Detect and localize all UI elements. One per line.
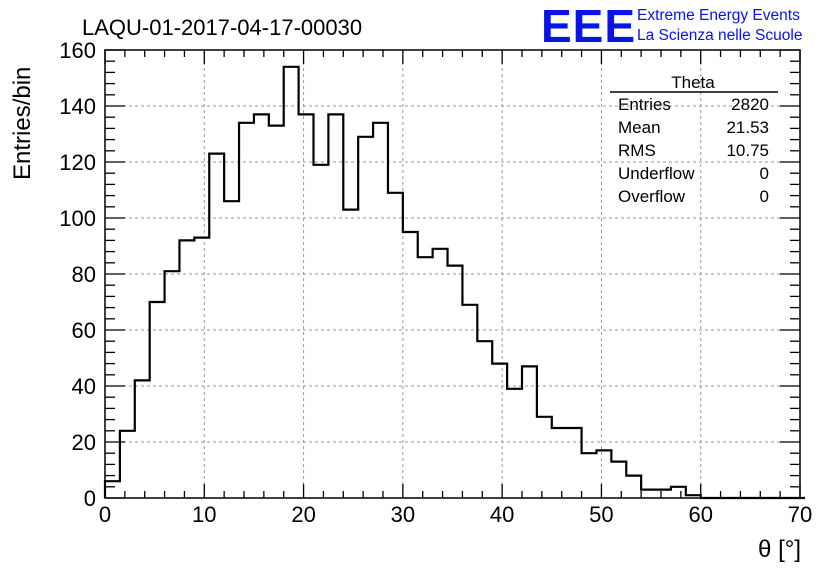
stats-value: 21.53 xyxy=(726,118,769,137)
stats-value: 10.75 xyxy=(726,141,769,160)
histogram-bin xyxy=(209,154,224,498)
histogram-bin xyxy=(358,137,373,498)
stats-box: Theta Entries 2820 Mean 21.53 RMS 10.75 Underf… xyxy=(610,73,778,206)
stats-value: 0 xyxy=(760,164,769,183)
x-axis-label: θ [°] xyxy=(758,536,801,563)
histogram-bin xyxy=(194,238,209,498)
logo-mark: EEE xyxy=(541,0,636,52)
stats-label: RMS xyxy=(618,141,656,160)
y-tick-label: 80 xyxy=(72,262,96,287)
histogram-bin xyxy=(537,417,552,498)
stats-label: Overflow xyxy=(618,187,686,206)
y-tick-labels: 0 20 40 60 80 100 120 140 160 xyxy=(59,38,96,511)
histogram-bin xyxy=(448,266,463,498)
histogram-bins xyxy=(103,65,805,500)
stats-title: Theta xyxy=(671,73,715,92)
y-tick-label: 20 xyxy=(72,430,96,455)
axis-ticks xyxy=(104,49,801,499)
x-tick-label: 30 xyxy=(391,502,415,527)
histogram-bin xyxy=(254,114,269,498)
histogram-bin xyxy=(611,462,626,498)
stats-label: Mean xyxy=(618,118,661,137)
y-tick-label: 120 xyxy=(59,150,96,175)
histogram-bin xyxy=(477,341,492,498)
x-tick-label: 0 xyxy=(99,502,111,527)
histogram-bin xyxy=(314,165,329,498)
histogram-bin xyxy=(418,257,433,498)
stats-rows: Entries 2820 Mean 21.53 RMS 10.75 Underflow 0 Ov… xyxy=(618,95,769,206)
y-tick-label: 0 xyxy=(84,486,96,511)
histogram-bin xyxy=(284,67,299,498)
x-tick-label: 70 xyxy=(788,502,812,527)
histogram-bin xyxy=(671,487,686,498)
histogram-bin xyxy=(552,428,567,498)
x-tick-label: 50 xyxy=(589,502,613,527)
histogram-bin xyxy=(224,201,239,498)
logo-line-2: La Scienza nelle Scuole xyxy=(637,27,802,44)
histogram-bin xyxy=(179,240,194,498)
x-tick-label: 20 xyxy=(291,502,315,527)
x-tick-label: 40 xyxy=(490,502,514,527)
histogram-bin xyxy=(388,193,403,498)
y-tick-label: 160 xyxy=(59,38,96,63)
histogram-bin xyxy=(403,232,418,498)
histogram-bin xyxy=(492,364,507,498)
y-tick-label: 40 xyxy=(72,374,96,399)
histogram-bin xyxy=(507,389,522,498)
stats-label: Entries xyxy=(618,95,671,114)
histogram-bin xyxy=(165,271,180,498)
x-tick-label: 10 xyxy=(192,502,216,527)
histogram-bin xyxy=(343,210,358,498)
x-tick-labels: 0 10 20 30 40 50 60 70 xyxy=(99,502,812,527)
histogram-bin xyxy=(150,302,165,498)
histogram-bin xyxy=(105,481,120,498)
logo-line-1: Extreme Energy Events xyxy=(637,7,800,24)
stats-label: Underflow xyxy=(618,164,695,183)
histogram-outline xyxy=(103,65,805,500)
histogram-bin xyxy=(522,366,537,498)
stats-value: 0 xyxy=(760,187,769,206)
histogram-bin xyxy=(656,490,671,498)
y-tick-label: 60 xyxy=(72,318,96,343)
stats-value: 2820 xyxy=(731,95,769,114)
eee-logo: EEE Extreme Energy Events La Scienza nel… xyxy=(541,0,802,52)
histogram-bin xyxy=(567,428,582,498)
y-axis-label: Entries/bin xyxy=(9,67,36,180)
histogram-bin xyxy=(626,476,641,498)
grid-lines xyxy=(105,50,800,498)
y-tick-label: 100 xyxy=(59,206,96,231)
chart-title: LAQU-01-2017-04-17-00030 xyxy=(82,15,362,40)
histogram-bin xyxy=(135,380,150,498)
histogram-bin xyxy=(120,431,135,498)
histogram-bin xyxy=(582,453,597,498)
histogram-bin xyxy=(328,114,343,498)
x-tick-label: 60 xyxy=(688,502,712,527)
histogram-bin xyxy=(462,305,477,498)
histogram-bin xyxy=(641,490,656,498)
y-tick-label: 140 xyxy=(59,94,96,119)
histogram-bin xyxy=(433,249,448,498)
histogram-bin xyxy=(299,114,314,498)
histogram-bin xyxy=(596,450,611,498)
